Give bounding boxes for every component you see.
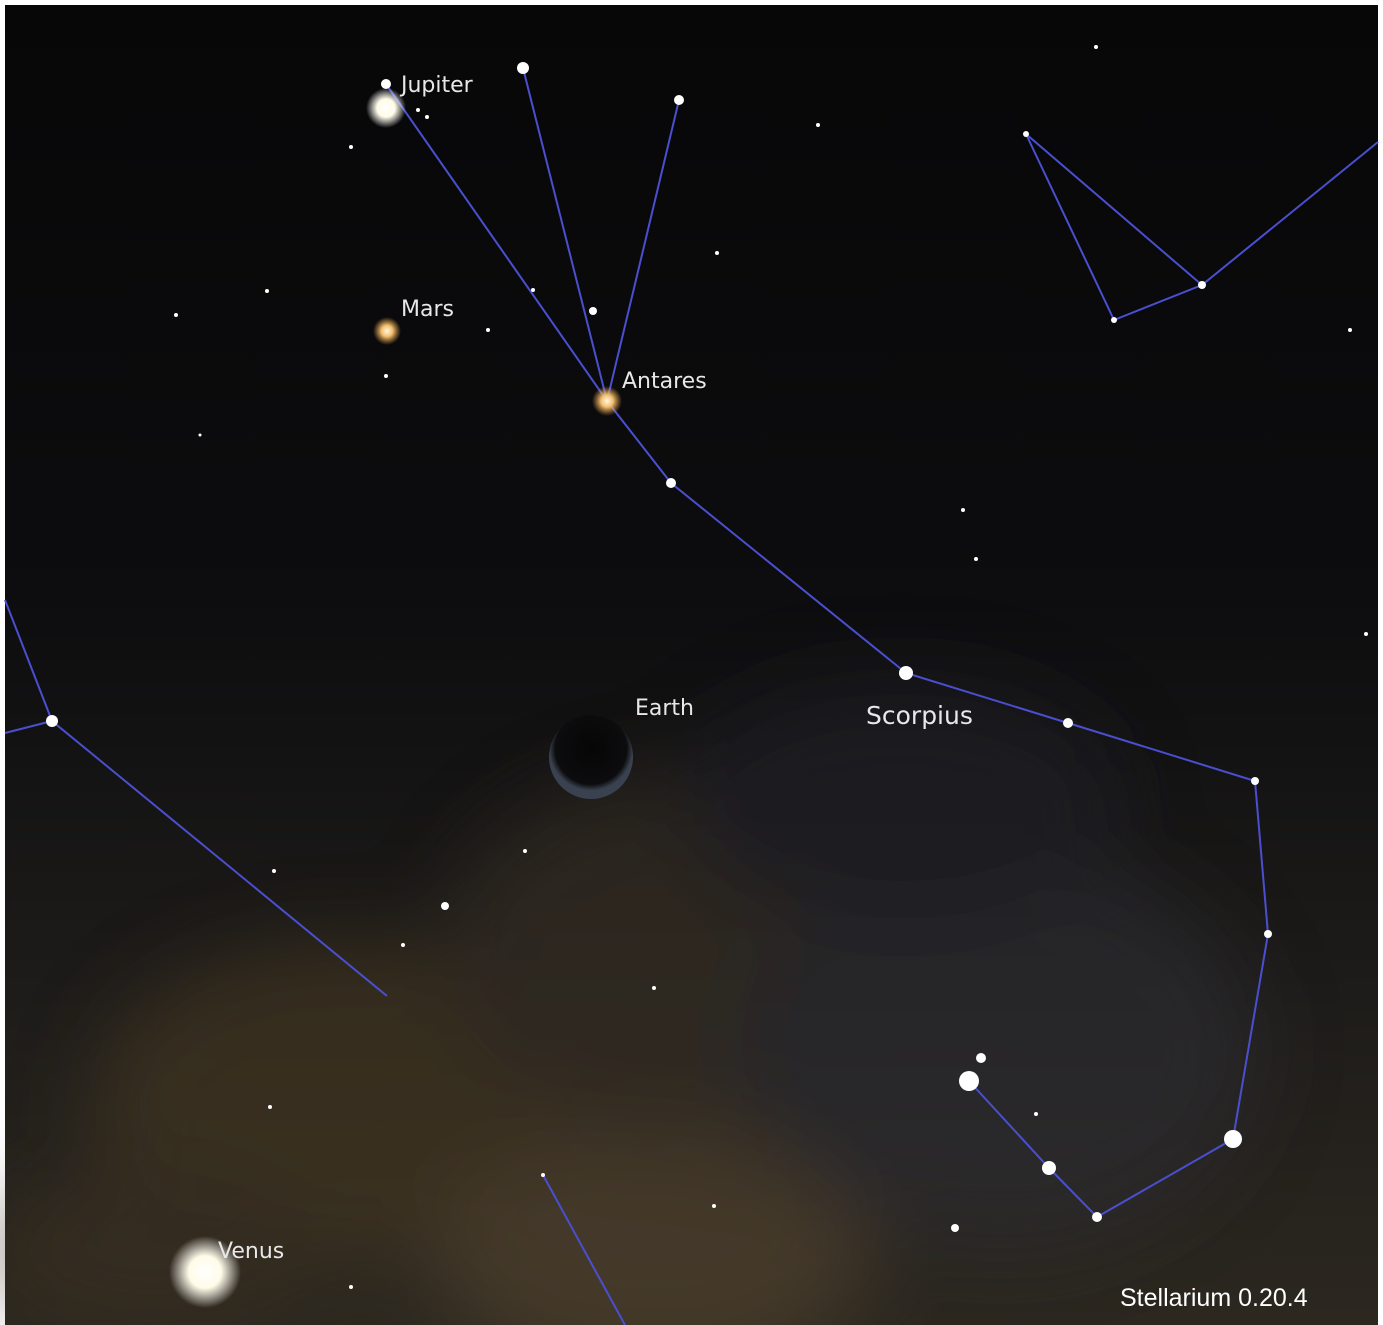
- planet-label: Jupiter: [399, 73, 474, 98]
- jupiter-marker: [366, 88, 406, 128]
- antares-marker: [592, 386, 622, 416]
- earth-marker: [549, 715, 633, 799]
- star-label: Antares: [622, 369, 707, 394]
- mars-marker: [373, 317, 401, 345]
- planet-label: Earth: [635, 696, 694, 721]
- sky-view: Jupiter Mars Antares Earth Scorpius Venu…: [0, 0, 1383, 1325]
- watermark: Stellarium 0.20.4: [1120, 1284, 1308, 1312]
- constellation-label: Scorpius: [866, 701, 973, 730]
- planet-label: Venus: [218, 1239, 284, 1264]
- planet-label: Mars: [401, 297, 454, 322]
